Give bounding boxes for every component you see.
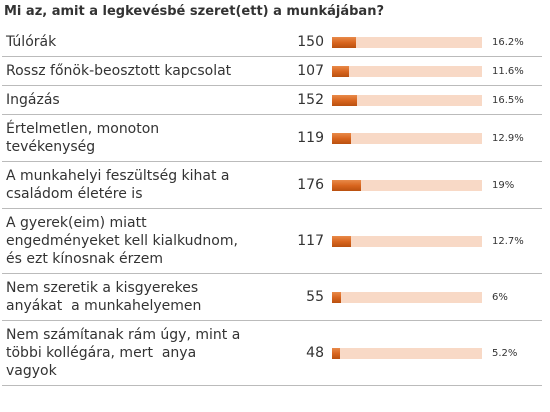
bar-track — [332, 347, 482, 359]
value-label: 12.9% — [492, 132, 524, 144]
row: Ingázás 152 16.5% — [2, 86, 542, 115]
category-label: Ingázás — [6, 92, 60, 108]
count-label: 55 — [306, 289, 324, 305]
value-label: 16.2% — [492, 36, 524, 48]
row: Nem szeretik a kisgyerekes anyákat a mun… — [2, 274, 542, 321]
bar — [332, 291, 341, 303]
row: A munkahelyi feszültség kihat a családom… — [2, 162, 542, 209]
count-label: 119 — [297, 130, 324, 146]
bar-track — [332, 179, 482, 191]
row: Értelmetlen, monoton tevékenység 119 12.9% — [2, 115, 542, 162]
value-label: 12.7% — [492, 235, 524, 247]
value-label: 11.6% — [492, 65, 524, 77]
bar — [332, 179, 361, 191]
category-label: Értelmetlen, monoton tevékenység — [6, 121, 160, 155]
bar-track — [332, 291, 482, 303]
bar-track — [332, 235, 482, 247]
value-label: 5.2% — [492, 347, 518, 359]
bar — [332, 36, 357, 48]
category-label: Nem szeretik a kisgyerekes anyákat a mun… — [6, 280, 202, 314]
rows: Túlórák 150 16.2% Rossz főnök-beosztott kap… — [0, 28, 550, 386]
bar-track — [332, 132, 482, 144]
category-label: A munkahelyi feszültség kihat a családom… — [6, 168, 230, 202]
count-label: 176 — [297, 177, 324, 193]
bar — [332, 132, 352, 144]
category-label: A gyerek(eim) miatt engedményeket kell k… — [6, 215, 238, 267]
category-label: Rossz főnök-beosztott kapcsolat — [6, 63, 232, 79]
value-label: 19% — [492, 179, 515, 191]
bar-track — [332, 36, 482, 48]
bar — [332, 65, 350, 77]
value-label: 16.5% — [492, 94, 524, 106]
row: A gyerek(eim) miatt engedményeket kell k… — [2, 209, 542, 274]
bar — [332, 347, 340, 359]
bar — [332, 235, 352, 247]
count-label: 152 — [297, 92, 324, 108]
bar — [332, 94, 357, 106]
bar-track — [332, 94, 482, 106]
category-label: Nem számítanak rám úgy, mint a többi kol… — [6, 327, 241, 379]
count-label: 150 — [297, 34, 324, 50]
value-label: 6% — [492, 291, 508, 303]
row: Rossz főnök-beosztott kapcsolat 107 11.6% — [2, 57, 542, 86]
row: Nem számítanak rám úgy, mint a többi kol… — [2, 321, 542, 386]
category-label: Túlórák — [6, 34, 57, 50]
row: Túlórák 150 16.2% — [2, 28, 542, 57]
count-label: 107 — [297, 63, 324, 79]
count-label: 117 — [297, 233, 324, 249]
chart-title: Mi az, amit a legkevésbé szeret(ett) a m… — [4, 4, 384, 19]
count-label: 48 — [306, 345, 324, 361]
bar-track — [332, 65, 482, 77]
